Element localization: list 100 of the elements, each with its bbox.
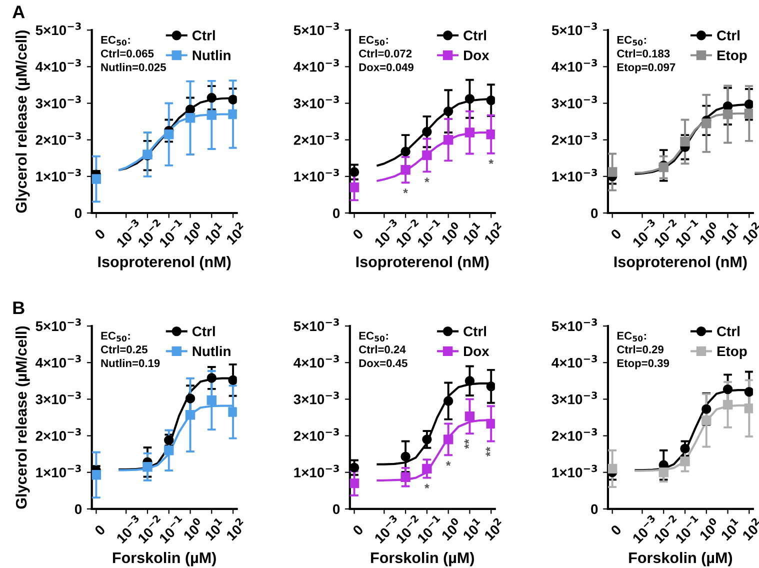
annotation: * bbox=[446, 461, 451, 466]
x-tick-label: 10$^{−2}$ bbox=[396, 514, 419, 544]
legend-label: Nutlin bbox=[192, 346, 230, 356]
legend-label: Ctrl bbox=[192, 30, 215, 40]
y-tick-label: 1×10$^{−3}$ bbox=[36, 168, 81, 182]
y-tick-label: 0 bbox=[74, 504, 82, 514]
annotation: Etop=0.097 bbox=[617, 63, 676, 74]
point bbox=[228, 375, 237, 386]
legend-label: Ctrl bbox=[464, 326, 486, 336]
annotation: Ctrl=0.25 bbox=[100, 345, 148, 354]
x-tick-label: 10$^{−2}$ bbox=[137, 514, 161, 544]
point bbox=[206, 92, 217, 103]
y-tick-label: 3×10$^{−3}$ bbox=[36, 96, 81, 108]
point bbox=[443, 134, 454, 145]
point bbox=[464, 94, 475, 104]
x-axis-title: Forskolin (µM) bbox=[629, 552, 732, 566]
y-tick-label: 2×10$^{−3}$ bbox=[36, 132, 81, 145]
annotation: EC$_{50}$: bbox=[359, 332, 388, 342]
annotation: EC$_{50}$: bbox=[101, 332, 130, 342]
y-tick-label: 4×10$^{−3}$ bbox=[36, 355, 81, 368]
point bbox=[206, 373, 217, 383]
point bbox=[164, 446, 174, 456]
annotation: Dox=0.45 bbox=[359, 359, 408, 368]
y-tick-label: 2×10$^{−3}$ bbox=[552, 428, 597, 441]
annotation: Ctrl=0.29 bbox=[617, 345, 664, 354]
x-tick-label: 10$^{−2}$ bbox=[137, 218, 161, 248]
y-tick-label: 5×10$^{−3}$ bbox=[552, 22, 597, 36]
legend-label: Dox bbox=[464, 346, 490, 356]
point bbox=[722, 384, 733, 394]
point bbox=[443, 434, 454, 444]
y-tick-label: 3×10$^{−3}$ bbox=[552, 392, 597, 404]
point bbox=[400, 146, 410, 156]
y-axis-title: Glycerol release (µM/cell) bbox=[16, 326, 30, 509]
y-tick-label: 2×10$^{−3}$ bbox=[36, 428, 81, 441]
point bbox=[443, 106, 454, 116]
chart-title: B bbox=[13, 302, 24, 314]
y-tick-label: 4×10$^{−3}$ bbox=[294, 59, 339, 72]
point bbox=[206, 110, 217, 120]
point bbox=[185, 113, 196, 123]
y-tick-label: 0 bbox=[333, 208, 340, 218]
annotation: Ctrl=0.072 bbox=[359, 49, 412, 58]
legend-label: Ctrl bbox=[192, 326, 215, 336]
point bbox=[658, 467, 668, 478]
point bbox=[680, 456, 690, 466]
x-tick-label: 10$^{1}$ bbox=[202, 221, 226, 245]
y-tick-label: 1×10$^{−3}$ bbox=[294, 168, 339, 182]
x-axis-title: Isoproterenol (nM) bbox=[614, 256, 747, 270]
y-tick-label: 5×10$^{−3}$ bbox=[294, 318, 339, 332]
annotation: EC$_{50}$: bbox=[359, 36, 388, 46]
x-tick-label: 10$^{2}$ bbox=[482, 221, 506, 245]
y-tick-label: 0 bbox=[591, 208, 598, 218]
y-tick-label: 4×10$^{−3}$ bbox=[552, 59, 597, 72]
x-tick-label: 0 bbox=[94, 524, 106, 536]
point bbox=[422, 464, 432, 474]
point bbox=[464, 412, 475, 422]
x-tick-label: 10$^{1}$ bbox=[202, 517, 226, 541]
y-tick-label: 5×10$^{−3}$ bbox=[294, 22, 339, 36]
point bbox=[185, 394, 196, 404]
chart-title: A bbox=[12, 6, 25, 18]
point bbox=[422, 150, 432, 160]
y-tick-label: 3×10$^{−3}$ bbox=[294, 392, 339, 404]
point bbox=[744, 387, 753, 397]
point bbox=[400, 164, 410, 175]
annotation: * bbox=[488, 159, 494, 164]
annotation: Nutlin=0.025 bbox=[101, 63, 166, 72]
point bbox=[702, 118, 712, 128]
y-tick-label: 1×10$^{−3}$ bbox=[552, 464, 597, 478]
y-tick-label: 2×10$^{−3}$ bbox=[294, 132, 339, 145]
annotation: * bbox=[424, 178, 430, 182]
point bbox=[464, 128, 475, 138]
x-tick-label: 10$^{−2}$ bbox=[396, 218, 419, 248]
point bbox=[464, 376, 475, 386]
point bbox=[400, 452, 410, 462]
y-tick-label: 4×10$^{−3}$ bbox=[36, 59, 81, 72]
annotation: Ctrl=0.065 bbox=[100, 49, 154, 58]
y-tick-label: 5×10$^{−3}$ bbox=[36, 318, 81, 332]
legend-label: Ctrl bbox=[717, 326, 740, 336]
legend-label: Etop bbox=[717, 50, 747, 64]
y-tick-label: 3×10$^{−3}$ bbox=[294, 96, 339, 108]
annotation: EC$_{50}$: bbox=[101, 36, 130, 46]
point bbox=[400, 472, 410, 482]
annotation: Dox=0.049 bbox=[359, 63, 414, 72]
y-tick-label: 5×10$^{−3}$ bbox=[552, 318, 597, 332]
point bbox=[422, 434, 432, 444]
point bbox=[142, 462, 152, 472]
x-axis-title: Forskolin (µM) bbox=[371, 552, 474, 566]
point bbox=[722, 109, 733, 120]
point bbox=[185, 104, 196, 114]
x-tick-label: 10$^{−2}$ bbox=[654, 218, 677, 248]
point bbox=[422, 126, 432, 137]
x-tick-label: 10$^{0}$ bbox=[439, 221, 463, 245]
y-tick-label: 3×10$^{−3}$ bbox=[36, 392, 81, 404]
x-tick-label: 10$^{1}$ bbox=[718, 517, 742, 541]
x-tick-label: 10$^{1}$ bbox=[460, 221, 484, 245]
x-tick-label: 10$^{2}$ bbox=[482, 517, 506, 541]
y-tick-label: 1×10$^{−3}$ bbox=[36, 464, 81, 478]
x-tick-label: 10$^{0}$ bbox=[181, 221, 205, 245]
x-tick-label: 0 bbox=[352, 524, 364, 536]
annotation: * bbox=[403, 188, 408, 194]
point bbox=[486, 382, 495, 392]
